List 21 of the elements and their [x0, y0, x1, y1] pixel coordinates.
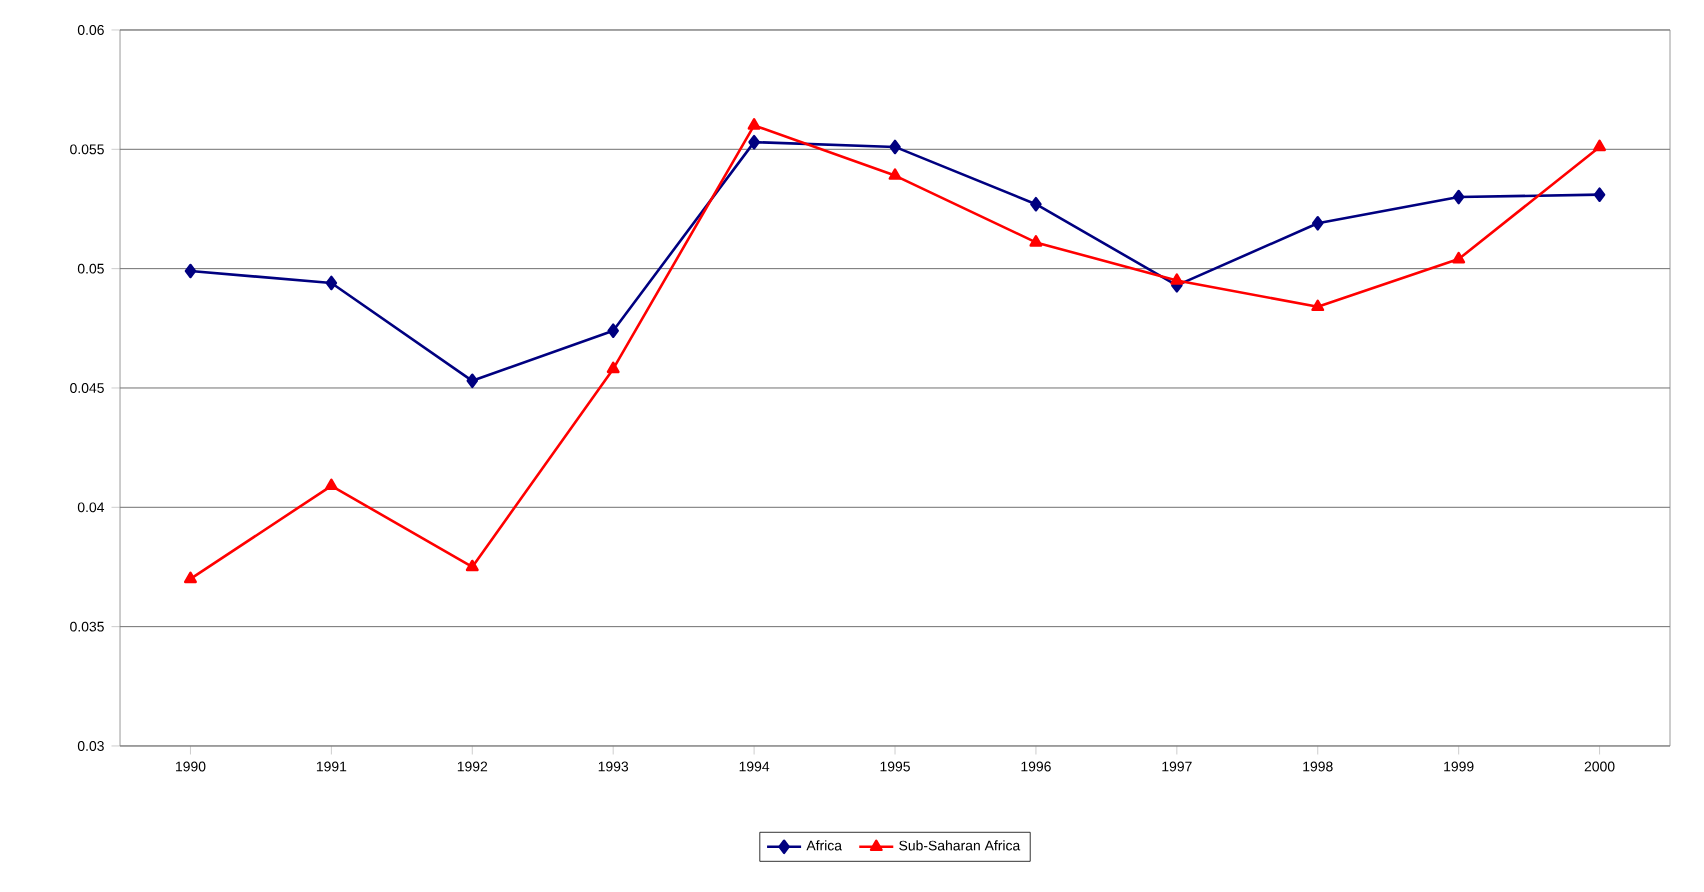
point	[889, 139, 901, 155]
point	[606, 361, 620, 374]
point	[607, 323, 619, 338]
point	[1593, 139, 1607, 152]
point	[747, 118, 761, 130]
point	[1029, 235, 1043, 247]
point	[1593, 187, 1606, 202]
point	[1311, 299, 1325, 312]
point	[888, 168, 902, 180]
point	[184, 571, 197, 584]
point	[324, 478, 338, 491]
point	[184, 263, 197, 279]
point	[748, 134, 760, 150]
point	[1170, 273, 1184, 285]
point	[325, 275, 338, 291]
point	[465, 559, 479, 572]
point	[1452, 189, 1465, 205]
point	[466, 373, 479, 389]
point	[1030, 196, 1042, 212]
point	[1311, 216, 1324, 231]
point	[1452, 251, 1466, 264]
